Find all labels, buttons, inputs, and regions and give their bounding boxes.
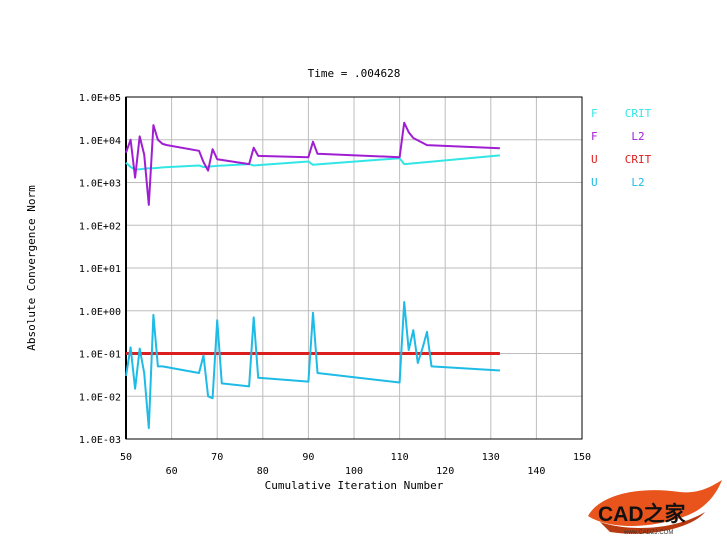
logo-swoosh-dark xyxy=(600,512,705,534)
y-tick-label: 1.0E+01 xyxy=(79,264,121,275)
y-tick-label: 1.0E+04 xyxy=(79,136,121,147)
x-axis-label: Cumulative Iteration Number xyxy=(265,479,444,492)
legend: F CRIT F L2 U CRIT U L2 xyxy=(591,107,652,189)
legend-entry-label: L2 xyxy=(631,130,644,143)
legend-entry-key: U xyxy=(591,153,598,166)
y-tick-label: 1.0E-02 xyxy=(79,392,121,403)
x-tick-label: 80 xyxy=(257,466,269,477)
y-tick-label: 1.0E-03 xyxy=(79,435,121,446)
logo-text: CAD之家 xyxy=(598,502,686,526)
series-lines xyxy=(125,121,500,430)
x-tick-label: 120 xyxy=(436,466,454,477)
y-tick-label: 1.0E+03 xyxy=(79,179,121,190)
x-tick-label: 60 xyxy=(166,466,178,477)
legend-entry-key: F xyxy=(591,107,598,120)
x-tick-label: 110 xyxy=(391,452,409,463)
x-tick-label: 90 xyxy=(302,452,314,463)
x-tick-label: 140 xyxy=(527,466,545,477)
grid-lines xyxy=(125,96,583,440)
series-line-f-l2 xyxy=(125,121,500,206)
y-tick-label: 1.0E+00 xyxy=(79,307,121,318)
legend-entry-key: U xyxy=(591,176,598,189)
x-tick-label: 130 xyxy=(482,452,500,463)
logo-url: www.CADZJ.COM xyxy=(623,530,673,536)
legend-entry-label: L2 xyxy=(631,176,644,189)
x-tick-label: 50 xyxy=(120,452,132,463)
legend-entry-label: CRIT xyxy=(625,153,652,166)
y-axis-label: Absolute Convergence Norm xyxy=(25,185,38,351)
logo-swoosh xyxy=(588,480,722,526)
chart-title: Time = .004628 xyxy=(308,67,401,80)
y-tick-label: 1.0E+05 xyxy=(79,93,121,104)
legend-entry-key: F xyxy=(591,130,598,143)
legend-entry-label: CRIT xyxy=(625,107,652,120)
x-tick-label: 70 xyxy=(211,452,223,463)
series-line-f-crit xyxy=(125,154,500,171)
x-tick-label: 150 xyxy=(573,452,591,463)
y-tick-label: 1.0E-01 xyxy=(79,350,121,361)
watermark-logo: CAD之家 www.CADZJ.COM xyxy=(588,480,722,536)
y-tick-label: 1.0E+02 xyxy=(79,221,121,232)
axis-ticks: 50 60 70 80 90 100 110 120 130 140 150 1.0E+05 1.0E+… xyxy=(79,93,591,477)
x-tick-label: 100 xyxy=(345,466,363,477)
series-line-u-l2 xyxy=(125,301,500,430)
